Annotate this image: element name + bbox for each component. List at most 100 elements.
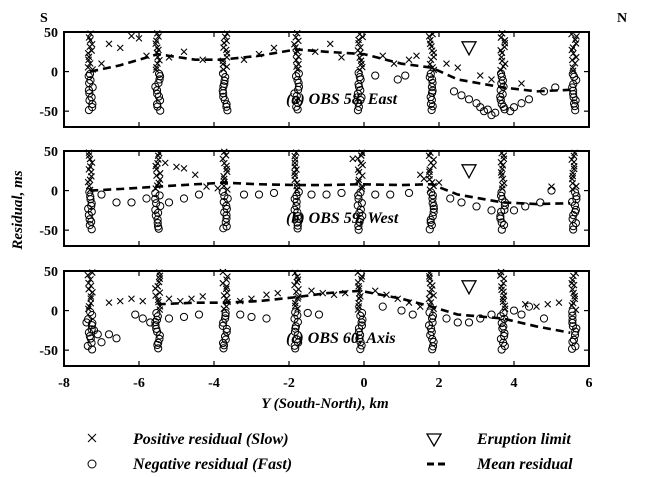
positive-point (88, 47, 96, 54)
negative-point (85, 215, 94, 224)
negative-point (509, 206, 519, 215)
negative-point (87, 225, 96, 234)
panel-label: (b) OBS 59, West (286, 210, 399, 227)
negative-point (151, 211, 160, 220)
positive-point (128, 295, 135, 303)
positive-point (180, 165, 188, 172)
negative-point (426, 331, 435, 340)
negative-point (517, 310, 526, 319)
positive-point (165, 295, 173, 303)
negative-point (569, 222, 578, 231)
negative-point (569, 210, 578, 220)
positive-point (570, 165, 578, 173)
negative-point (354, 221, 363, 231)
positive-point (86, 60, 94, 67)
positive-point (425, 273, 433, 280)
negative-point (153, 102, 162, 111)
positive-point (84, 178, 92, 186)
positive-point (426, 166, 434, 174)
positive-point (429, 30, 437, 38)
positive-point (86, 186, 94, 194)
negative-point (569, 80, 578, 89)
y-tick-label: 50 (44, 26, 58, 41)
positive-point (518, 80, 525, 87)
negative-point (112, 198, 121, 207)
positive-point (294, 295, 302, 302)
positive-point (274, 289, 282, 297)
positive-point (572, 40, 580, 47)
positive-point (499, 62, 507, 70)
negative-point (429, 208, 438, 217)
legend-mean-label: Mean residual (476, 456, 573, 473)
positive-point (199, 56, 207, 64)
positive-point (173, 163, 180, 171)
positive-point (326, 40, 334, 48)
positive-point (499, 175, 507, 183)
negative-point (568, 83, 577, 92)
positive-point (426, 289, 434, 297)
negative-point (218, 86, 227, 95)
positive-point (572, 53, 580, 61)
negative-point (547, 186, 556, 195)
positive-point (223, 162, 230, 170)
negative-point (521, 202, 530, 211)
negative-point (87, 345, 97, 354)
negative-point (571, 327, 580, 336)
negative-point (164, 314, 174, 323)
negative-point (293, 98, 303, 108)
negative-point (153, 218, 162, 228)
positive-point (116, 44, 124, 52)
negative-point (82, 318, 91, 327)
positive-point (430, 292, 438, 299)
negative-point (497, 345, 506, 354)
positive-point (338, 53, 345, 61)
negative-point (483, 105, 492, 114)
x-tick-label: -6 (133, 376, 145, 391)
positive-point (454, 64, 462, 72)
positive-point (223, 30, 231, 38)
panel-label: (c) OBS 60, Axis (286, 330, 396, 347)
negative-point (357, 198, 366, 208)
panels: 50 0 -50 (a) OBS 58, East 50 0 -50 (b) OBS 59, … (39, 26, 590, 367)
positive-point (128, 32, 135, 40)
x-tick-label: -4 (208, 376, 220, 391)
y-tick-label: 0 (51, 66, 58, 81)
negative-point (568, 315, 577, 324)
positive-point (570, 152, 578, 160)
negative-point (85, 221, 94, 230)
negative-point (446, 194, 455, 203)
positive-point (488, 76, 495, 83)
positive-point (572, 182, 580, 190)
x-tick-label: 2 (436, 376, 443, 391)
positive-point (571, 295, 579, 303)
positive-point (220, 292, 228, 299)
negative-point (393, 75, 402, 84)
negative-point (428, 102, 437, 111)
positive-point (555, 299, 563, 307)
positive-point (354, 306, 362, 313)
panel-frame (63, 31, 590, 128)
negative-point (151, 194, 160, 203)
positive-point (105, 299, 113, 307)
negative-point (88, 99, 97, 109)
legend-item-negative: Negative residual (Fast) (87, 456, 292, 473)
positive-point (294, 293, 302, 301)
negative-point (155, 331, 164, 340)
positive-point (98, 60, 105, 68)
negative-point (457, 91, 466, 100)
negative-point (131, 310, 140, 319)
positive-point (85, 149, 93, 157)
positive-point (88, 172, 95, 180)
positive-point (191, 171, 199, 179)
negative-point (509, 306, 519, 315)
positive-point (156, 306, 164, 313)
negative-point (426, 324, 436, 333)
mean-residual-line (89, 48, 571, 93)
negative-point (497, 225, 506, 234)
positive-point (570, 162, 578, 170)
negative-point (127, 198, 136, 207)
x-tick-label: 6 (586, 376, 593, 391)
positive-point (371, 287, 379, 295)
mean-residual-line (157, 289, 571, 335)
